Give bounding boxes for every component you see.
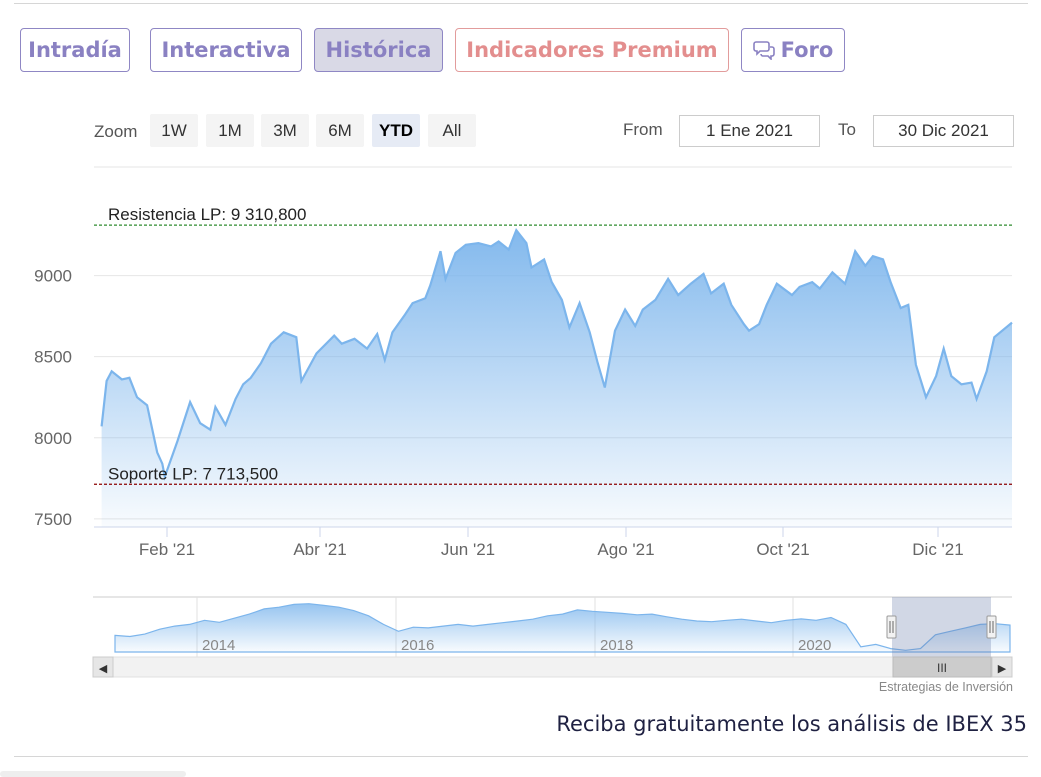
- scroll-left-button[interactable]: [92, 656, 114, 678]
- navigator-year-labels: 2014 2016 2018 2020: [202, 637, 831, 654]
- zoom-all-button[interactable]: All: [428, 114, 476, 147]
- series-line[interactable]: [100, 228, 1013, 481]
- bottom-divider: [14, 756, 1028, 757]
- range-selector: Zoom 1W 1M 3M 6M YTD All From To: [0, 114, 1041, 148]
- y-tick-label: 7500: [34, 510, 72, 529]
- scrollbar-thumb[interactable]: [892, 656, 992, 678]
- navigator-year-label: 2014: [202, 637, 235, 654]
- navigator-series: [114, 603, 1011, 653]
- zoom-3m-button[interactable]: 3M: [261, 114, 309, 147]
- y-axis: 9000 8500 8000 7500: [34, 267, 72, 529]
- scrollbar-track[interactable]: [92, 656, 1013, 678]
- x-tick-label: Oct '21: [756, 540, 809, 559]
- resistance-label: Resistencia LP: 9 310,800: [108, 205, 306, 224]
- x-tick-label: Feb '21: [139, 540, 195, 559]
- tab-intradia[interactable]: Intradía: [20, 28, 130, 72]
- plot-lines: Resistencia LP: 9 310,800 Soporte LP: 7 7…: [94, 205, 1012, 485]
- y-tick-label: 8000: [34, 429, 72, 448]
- support-label: Soporte LP: 7 713,500: [108, 464, 278, 483]
- to-label: To: [838, 120, 856, 139]
- speech-bubbles-icon: [752, 40, 775, 60]
- scrollbar-grip: III: [937, 661, 947, 675]
- x-axis: Feb '21 Abr '21 Jun '21 Ago '21 Oct '21 Dic '…: [139, 527, 964, 559]
- navigator-handle-left[interactable]: [886, 615, 897, 639]
- x-tick-label: Abr '21: [293, 540, 346, 559]
- top-divider: [14, 3, 1028, 4]
- chart-credit[interactable]: Estrategias de Inversión: [878, 680, 1013, 694]
- chevron-right-icon: ▶: [998, 663, 1007, 675]
- series-area: [101, 230, 1013, 527]
- tab-historica[interactable]: Histórica: [314, 28, 443, 72]
- cta-link[interactable]: Reciba gratuitamente los análisis de IBE…: [556, 712, 1027, 736]
- scroll-right-button[interactable]: [991, 656, 1013, 678]
- navigator-year-label: 2018: [600, 637, 633, 654]
- navigator[interactable]: 2014 2016 2018 2020 ◀ III ▶: [0, 590, 1041, 680]
- navigator-year-label: 2016: [401, 637, 434, 654]
- zoom-6m-button[interactable]: 6M: [316, 114, 364, 147]
- zoom-1m-button[interactable]: 1M: [206, 114, 254, 147]
- to-date-input[interactable]: [873, 115, 1014, 147]
- tab-indicadores-premium[interactable]: Indicadores Premium: [455, 28, 729, 72]
- chevron-left-icon: ◀: [99, 663, 108, 675]
- zoom-ytd-button[interactable]: YTD: [372, 114, 420, 147]
- tab-foro[interactable]: Foro: [741, 28, 845, 72]
- x-tick-label: Ago '21: [597, 540, 654, 559]
- from-date-input[interactable]: [679, 115, 820, 147]
- zoom-1w-button[interactable]: 1W: [150, 114, 198, 147]
- navigator-year-label: 2020: [798, 637, 831, 654]
- x-tick-label: Jun '21: [441, 540, 495, 559]
- price-chart[interactable]: 9000 8500 8000 7500 Resistencia LP: 9 310,8…: [0, 150, 1041, 570]
- tab-interactiva[interactable]: Interactiva: [150, 28, 302, 72]
- navigator-handle-right[interactable]: [986, 615, 997, 639]
- next-section-fragment: [0, 771, 186, 777]
- y-tick-label: 8500: [34, 348, 72, 367]
- navigator-selection[interactable]: [892, 597, 991, 657]
- zoom-label: Zoom: [94, 122, 138, 141]
- from-label: From: [623, 120, 663, 139]
- x-tick-label: Dic '21: [912, 540, 963, 559]
- y-tick-label: 9000: [34, 267, 72, 286]
